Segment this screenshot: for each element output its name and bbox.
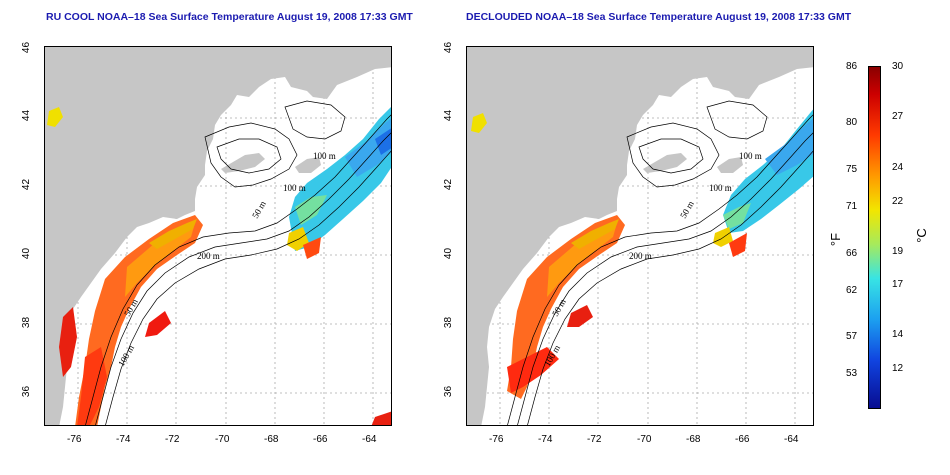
sst-northeast-patch [289,107,391,251]
celsius-unit: °C [913,228,929,243]
contour-label: 200 m [629,251,652,261]
right-map-graphic: 100 m 100 m 50 m 200 m 50 m 100 m [467,47,813,425]
y-tick-label: 44 [21,109,33,122]
sst-southern-patch [75,215,203,425]
land-mass [45,47,391,425]
y-tick-label: 44 [443,109,455,122]
x-tick-label: -70 [215,434,230,445]
x-tick-label: -64 [784,434,799,445]
fahrenheit-unit: °F [828,232,844,247]
celsius-tick: 27 [892,111,904,122]
fahrenheit-tick: 62 [846,285,858,296]
left-map-title: RU COOL NOAA–18 Sea Surface Temperature … [46,11,413,23]
x-tick-label: -74 [116,434,131,445]
y-tick-label: 36 [21,385,33,398]
fahrenheit-tick: 71 [846,201,858,212]
x-tick-label: -70 [637,434,652,445]
y-tick-label: 42 [21,178,33,191]
celsius-tick: 17 [892,279,904,290]
fahrenheit-tick: 86 [846,61,858,72]
contour-label: 100 m [313,151,336,161]
left-sst-map: 100 m 100 m 50 m 200 m 50 m 100 m [44,46,392,426]
y-tick-label: 38 [21,316,33,329]
x-tick-label: -72 [165,434,180,445]
y-tick-label: 46 [21,41,33,54]
y-tick-label: 40 [21,247,33,260]
fahrenheit-tick: 66 [846,248,858,259]
x-tick-label: -68 [264,434,279,445]
fahrenheit-tick: 75 [846,164,858,175]
celsius-tick: 30 [892,61,904,72]
land-mass [467,47,813,425]
fahrenheit-tick: 80 [846,117,858,128]
x-tick-label: -66 [735,434,750,445]
x-tick-label: -76 [489,434,504,445]
temperature-colorbar [868,66,881,409]
contour-label: 100 m [709,183,732,193]
celsius-tick: 22 [892,196,904,207]
celsius-tick: 24 [892,162,904,173]
contour-label: 100 m [739,151,762,161]
x-tick-label: -74 [538,434,553,445]
x-tick-label: -68 [686,434,701,445]
x-tick-label: -64 [362,434,377,445]
y-tick-label: 42 [443,178,455,191]
bathymetry-contours [507,100,813,425]
x-tick-label: -66 [313,434,328,445]
fahrenheit-tick: 57 [846,331,858,342]
fahrenheit-tick: 53 [846,368,858,379]
y-tick-label: 46 [443,41,455,54]
right-map-title: DECLOUDED NOAA–18 Sea Surface Temperatur… [466,11,852,23]
right-sst-map: 100 m 100 m 50 m 200 m 50 m 100 m [466,46,814,426]
x-tick-label: -76 [67,434,82,445]
contour-label: 50 m [250,199,268,220]
x-tick-label: -72 [587,434,602,445]
celsius-tick: 14 [892,329,904,340]
y-tick-label: 36 [443,385,455,398]
contour-label: 50 m [678,199,696,220]
celsius-tick: 19 [892,246,904,257]
bathymetry-contours [85,100,391,425]
contour-label: 100 m [283,183,306,193]
left-map-graphic: 100 m 100 m 50 m 200 m 50 m 100 m [45,47,391,425]
y-tick-label: 38 [443,316,455,329]
celsius-tick: 12 [892,363,904,374]
contour-label: 100 m [116,343,136,368]
y-tick-label: 40 [443,247,455,260]
contour-label: 200 m [197,251,220,261]
